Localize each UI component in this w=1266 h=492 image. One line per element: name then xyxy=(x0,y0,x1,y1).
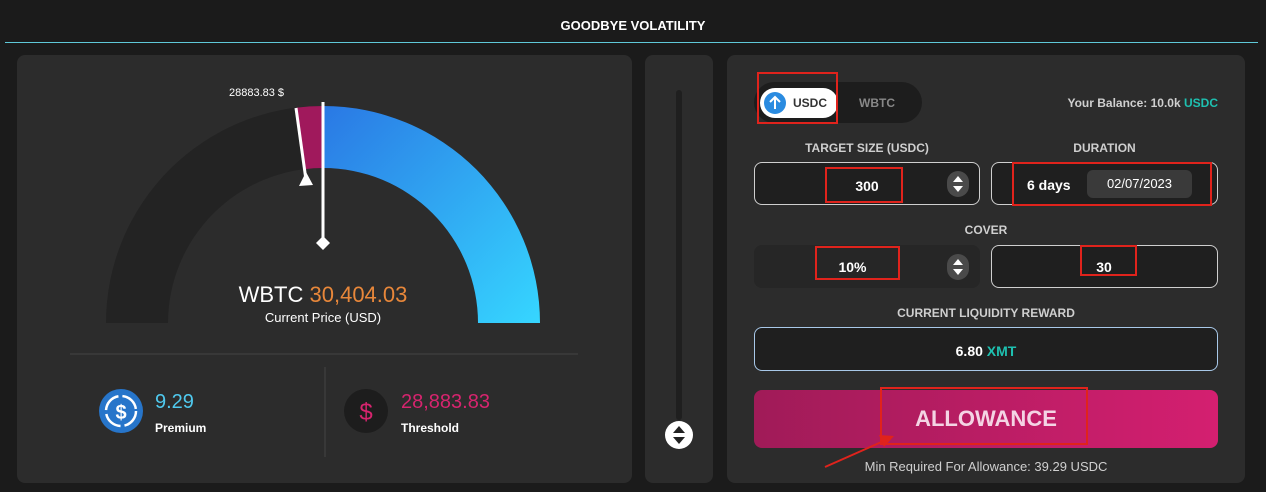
cover-percent-input[interactable] xyxy=(754,245,980,288)
usdc-icon-ring xyxy=(104,394,138,428)
duration-label: DURATION xyxy=(1073,141,1136,155)
tab-wbtc[interactable]: WBTC xyxy=(859,96,895,110)
target-size-input[interactable] xyxy=(754,162,980,205)
allowance-label: ALLOWANCE xyxy=(915,406,1057,431)
reward-box xyxy=(754,327,1218,371)
premium-value: 9.29 xyxy=(155,391,194,413)
reward-label: CURRENT LIQUIDITY REWARD xyxy=(897,306,1075,320)
target-size: 300 xyxy=(855,178,879,194)
price: WBTC 30,404.03 xyxy=(120,282,526,308)
price-caption: Current Price (USD) xyxy=(264,310,382,325)
arrow xyxy=(824,435,894,468)
reward-value: 6.80 xyxy=(955,343,983,359)
threshold-needle xyxy=(294,107,308,181)
threshold-icon-symbol: $ xyxy=(359,399,372,426)
premium-label: Premium xyxy=(155,421,207,435)
needle-diamond xyxy=(316,236,330,250)
slider-track[interactable] xyxy=(676,90,682,420)
highlight xyxy=(880,387,1088,445)
price-value: 30,404.03 xyxy=(309,282,408,307)
header-line xyxy=(5,42,1258,43)
highlight xyxy=(757,72,838,124)
threshold-label: Threshold xyxy=(401,421,460,435)
allowance-button[interactable] xyxy=(754,390,1218,448)
balance: Your Balance: 10.0k USDC xyxy=(980,96,1218,110)
asset: WBTC xyxy=(238,282,304,307)
spinner[interactable] xyxy=(947,171,969,197)
threshold-marker: 28883.83 $ xyxy=(229,87,285,99)
gauge-value xyxy=(323,106,540,323)
highlight xyxy=(815,246,900,280)
balance-label: Your Balance: 10.0k xyxy=(1067,96,1181,110)
needle-tip xyxy=(299,172,313,186)
threshold-icon xyxy=(344,389,388,433)
cover-value-input[interactable] xyxy=(991,245,1218,288)
cover-percent: 10% xyxy=(838,259,867,275)
min-required: Min Required For Allowance: 39.29 USDC xyxy=(864,459,1108,474)
threshold-value: 28,883.83 xyxy=(401,391,490,413)
usdc-tab-icon xyxy=(764,92,786,114)
usdc-icon-symbol: $ xyxy=(115,402,126,424)
tab-usdc[interactable]: USDC xyxy=(793,96,828,110)
cover-value: 30 xyxy=(1096,259,1112,275)
highlight xyxy=(1012,162,1212,206)
slider-knob[interactable] xyxy=(665,421,693,449)
highlight xyxy=(825,167,903,203)
spinner[interactable] xyxy=(947,254,969,280)
gauge: $ $ xyxy=(70,102,578,457)
cover-label: COVER xyxy=(964,223,1008,237)
reward-unit: XMT xyxy=(986,343,1017,359)
reward: 6.80 XMT xyxy=(754,343,1218,359)
target-size-label: TARGET SIZE (USDC) xyxy=(805,141,929,155)
title: GOODBYE VOLATILITY xyxy=(560,18,706,33)
date[interactable]: 02/07/2023 xyxy=(1087,170,1192,198)
balance-unit: USDC xyxy=(1183,96,1218,110)
duration: 6 days xyxy=(1027,177,1071,193)
highlight xyxy=(1080,245,1137,276)
